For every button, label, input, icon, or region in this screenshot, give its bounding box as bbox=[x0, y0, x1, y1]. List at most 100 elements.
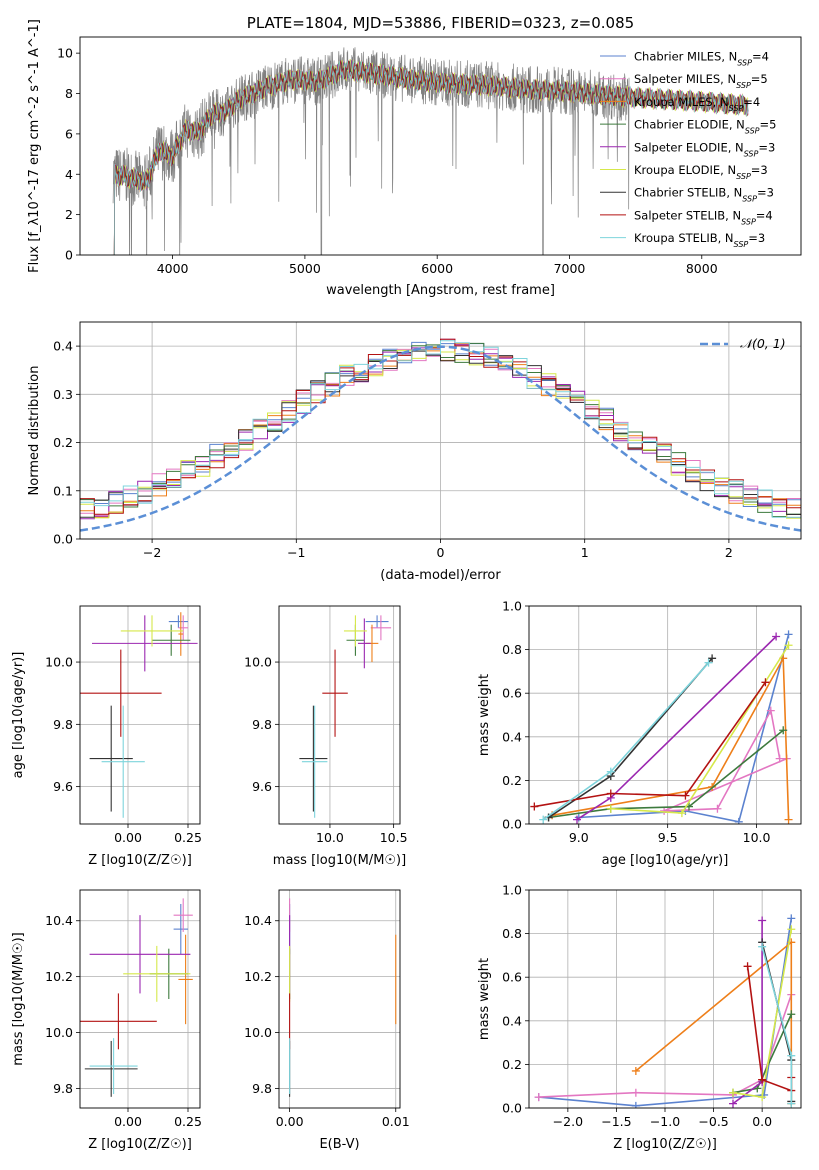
axes-frame-residuals bbox=[79, 321, 802, 540]
y-tick-label: 0.0 bbox=[502, 817, 522, 832]
x-tick-label: 10.5 bbox=[380, 830, 408, 845]
y-tick-label: 0.0 bbox=[53, 532, 73, 547]
y-tick-label: 1.0 bbox=[502, 599, 522, 614]
x-tick-label: 4000 bbox=[157, 261, 189, 276]
legend-entry: Kroupa ELODIE, NSSP=3 bbox=[634, 163, 768, 181]
lines-weight_vs_Z bbox=[534, 914, 796, 1108]
x-tick-label: 0.0 bbox=[752, 1114, 772, 1129]
x-axis-label: Z [log10(Z/Z☉)] bbox=[88, 853, 192, 868]
weight-point-marker bbox=[775, 754, 784, 763]
x-tick-label: −1 bbox=[287, 545, 305, 560]
y-axis-label: Flux [f_λ10^-17 erg cm^-2 s^-1 A^-1] bbox=[27, 19, 42, 273]
x-axis-label: E(B-V) bbox=[319, 1137, 359, 1152]
normal-curve bbox=[80, 345, 801, 532]
legend-entry: Salpeter MILES, NSSP=5 bbox=[634, 72, 768, 90]
x-tick-label: 0.00 bbox=[276, 1114, 304, 1129]
weight-point-marker bbox=[784, 815, 793, 824]
legend-label: Kroupa ELODIE, N bbox=[634, 163, 736, 177]
weight-point-marker bbox=[766, 706, 775, 715]
y-tick-label: 0.2 bbox=[53, 435, 73, 450]
axes-mass_vs_Z: 0.00 0.25 9.8 10.0 10.2 10.4 bbox=[45, 890, 202, 1129]
legend-subscript: SSP bbox=[745, 126, 760, 135]
weight-point-marker bbox=[784, 641, 793, 650]
x-tick-label: 10.0 bbox=[316, 830, 344, 845]
axes-spectrum: 4000 5000 6000 7000 8000 0 2 4 6 8 10 bbox=[57, 46, 718, 276]
legend-subscript: SSP bbox=[741, 217, 756, 226]
y-axis-label: age [log10(age/yr)] bbox=[11, 652, 26, 779]
x-tick-label: 0.00 bbox=[114, 1114, 142, 1129]
y-tick-label: 0.4 bbox=[53, 339, 73, 354]
x-axis-label: Z [log10(Z/Z☉)] bbox=[88, 1137, 192, 1152]
weight-point-marker bbox=[787, 925, 796, 934]
errorbars-age_vs_mass bbox=[299, 615, 392, 818]
y-tick-label: 10.2 bbox=[244, 969, 272, 984]
weight-point-marker bbox=[677, 809, 686, 818]
weight-point-marker bbox=[606, 789, 615, 798]
axes-age_vs_mass: 10.0 10.5 9.6 9.8 10.0 bbox=[244, 606, 408, 845]
y-tick-label: 0.2 bbox=[502, 773, 522, 788]
weight-point-marker bbox=[758, 916, 767, 925]
x-tick-label: 5000 bbox=[289, 261, 321, 276]
y-tick-label: 10.0 bbox=[45, 655, 73, 670]
weight-point-marker bbox=[758, 942, 767, 951]
weight-series-line bbox=[551, 655, 790, 820]
weight-point-marker bbox=[758, 1093, 767, 1102]
legend-entry: Chabrier STELIB, NSSP=3 bbox=[634, 186, 774, 204]
weight-series-line bbox=[578, 634, 790, 823]
legend-label: Salpeter MILES, N bbox=[634, 72, 736, 86]
x-tick-label: 0.00 bbox=[114, 830, 142, 845]
weight-point-marker bbox=[743, 962, 752, 971]
x-tick-label: −2 bbox=[143, 545, 161, 560]
weight-point-marker bbox=[539, 815, 548, 824]
weight-series-line bbox=[534, 681, 767, 808]
legend-count: =4 bbox=[743, 95, 760, 109]
legend-entry: Chabrier MILES, NSSP=4 bbox=[634, 50, 769, 68]
weight-point-marker bbox=[787, 1051, 796, 1060]
legend-count: =3 bbox=[757, 186, 774, 200]
y-tick-label: 0.1 bbox=[53, 483, 73, 498]
weight-point-marker bbox=[787, 914, 796, 923]
legend-label: Kroupa MILES, N bbox=[634, 95, 729, 109]
axes-frame-age_vs_Z bbox=[79, 605, 201, 825]
x-tick-label: 0.01 bbox=[382, 1114, 410, 1129]
weight-point-marker bbox=[772, 632, 781, 641]
legend-subscript: SSP bbox=[736, 81, 751, 90]
x-axis-label: wavelength [Angstrom, rest frame] bbox=[326, 283, 555, 298]
errorbars-mass_vs_ebv bbox=[289, 898, 397, 1097]
x-tick-label: 0.25 bbox=[174, 830, 202, 845]
legend-label: Chabrier ELODIE, N bbox=[634, 118, 745, 132]
y-tick-label: 9.8 bbox=[252, 1081, 272, 1096]
weight-point-marker bbox=[704, 658, 713, 667]
legend-count: =3 bbox=[751, 163, 768, 177]
y-tick-label: 10.4 bbox=[45, 913, 73, 928]
weight-point-marker bbox=[606, 804, 615, 813]
legend-count: =5 bbox=[751, 72, 768, 86]
x-axis-label: age [log10(age/yr)] bbox=[602, 853, 729, 868]
x-tick-label: −2.0 bbox=[553, 1114, 583, 1129]
weight-point-marker bbox=[713, 804, 722, 813]
y-tick-label: 0.6 bbox=[502, 686, 522, 701]
model-spectrum-line bbox=[111, 59, 749, 255]
weight-point-marker bbox=[708, 654, 717, 663]
axes-weight_vs_Z: −2.0 −1.5 −1.0 −0.5 0.0 0.0 0.2 0.4 0.6 0.8 1.0 bbox=[502, 883, 801, 1129]
legend-count: =3 bbox=[758, 140, 775, 154]
legend-label: Chabrier MILES, N bbox=[634, 50, 737, 64]
weight-series-line bbox=[548, 729, 784, 819]
y-axis-label: mass weight bbox=[477, 674, 492, 756]
legend-entry: Salpeter ELODIE, NSSP=3 bbox=[634, 140, 775, 158]
legend-entry: Chabrier ELODIE, NSSP=5 bbox=[634, 118, 776, 136]
weight-point-marker bbox=[761, 678, 770, 687]
legend-count: =4 bbox=[752, 50, 769, 64]
legend-entry: Salpeter STELIB, NSSP=4 bbox=[634, 208, 773, 226]
y-tick-label: 2 bbox=[65, 207, 73, 222]
legend-subscript: SSP bbox=[736, 172, 751, 181]
weight-point-marker bbox=[631, 1088, 640, 1097]
legend-label: Chabrier STELIB, N bbox=[634, 186, 742, 200]
y-tick-label: 0.8 bbox=[502, 926, 522, 941]
weight-point-marker bbox=[573, 815, 581, 824]
weight-point-marker bbox=[729, 1088, 737, 1097]
legend-subscript: SSP bbox=[737, 58, 752, 67]
